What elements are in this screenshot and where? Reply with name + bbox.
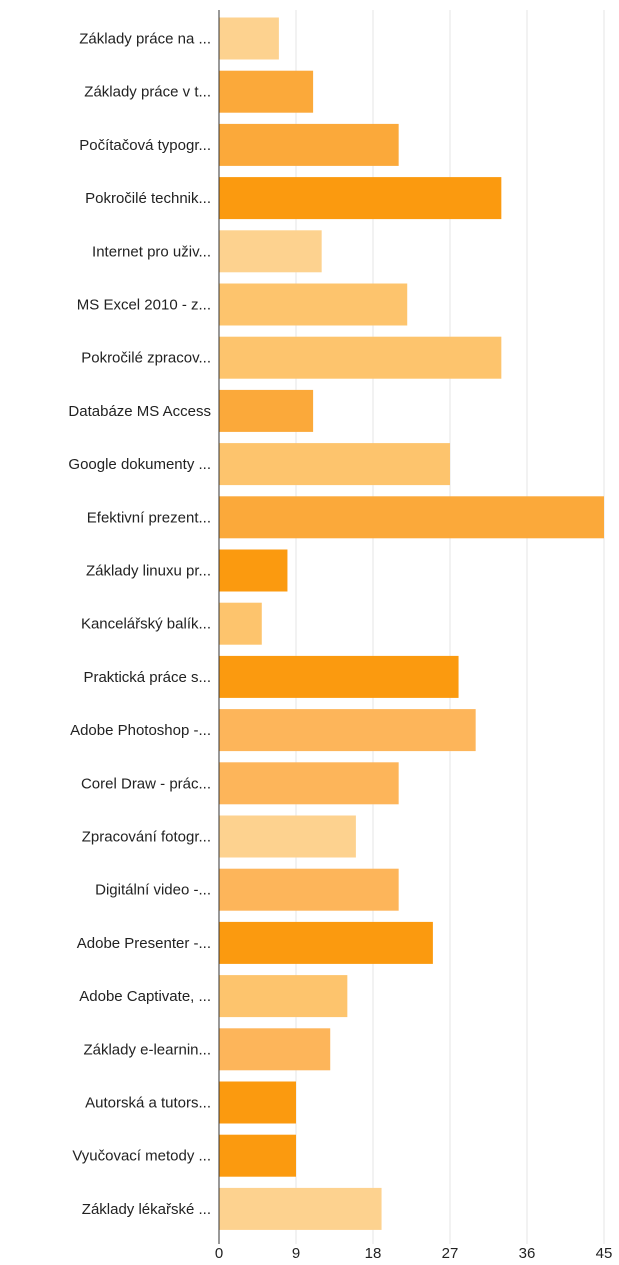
bar[interactable] bbox=[219, 443, 450, 486]
x-tick-label: 27 bbox=[442, 1245, 459, 1262]
category-label: Základy práce v t... bbox=[84, 84, 211, 101]
category-label: Pokročilé zpracov... bbox=[81, 350, 211, 367]
bar[interactable] bbox=[219, 1028, 331, 1071]
category-label: Corel Draw - prác... bbox=[81, 775, 211, 792]
bar[interactable] bbox=[219, 762, 399, 805]
category-label: Databáze MS Access bbox=[68, 403, 211, 420]
x-tick-layer: 0 9 18 27 36 45 bbox=[215, 1245, 613, 1262]
category-label: Zpracování fotogr... bbox=[82, 829, 211, 846]
category-label: Adobe Photoshop -... bbox=[70, 722, 211, 739]
bar[interactable] bbox=[219, 177, 502, 220]
category-label: Kancelářský balík... bbox=[81, 616, 211, 633]
x-tick-label: 45 bbox=[596, 1245, 613, 1262]
category-label: Google dokumenty ... bbox=[68, 456, 211, 473]
bar[interactable] bbox=[219, 70, 314, 113]
x-tick-label: 9 bbox=[292, 1245, 300, 1262]
bar[interactable] bbox=[219, 655, 459, 698]
bar[interactable] bbox=[219, 230, 322, 273]
bar[interactable] bbox=[219, 1187, 382, 1230]
bar[interactable] bbox=[219, 815, 356, 858]
category-label: Adobe Presenter -... bbox=[77, 935, 211, 952]
bar-layer bbox=[219, 17, 604, 1230]
bar[interactable] bbox=[219, 123, 399, 166]
category-label-layer: Základy práce na ... Základy práce v t...… bbox=[68, 31, 211, 1218]
bar[interactable] bbox=[219, 336, 502, 379]
bar[interactable] bbox=[219, 549, 288, 592]
category-label: Digitální video -... bbox=[95, 882, 211, 899]
bar[interactable] bbox=[219, 283, 408, 326]
x-tick-label: 0 bbox=[215, 1245, 223, 1262]
bar[interactable] bbox=[219, 921, 433, 964]
category-label: MS Excel 2010 - z... bbox=[77, 297, 211, 314]
category-label: Internet pro uživ... bbox=[92, 243, 211, 260]
category-label: Adobe Captivate, ... bbox=[79, 988, 211, 1005]
category-label: Základy linuxu pr... bbox=[86, 563, 211, 580]
bar[interactable] bbox=[219, 1081, 296, 1124]
x-tick-label: 36 bbox=[519, 1245, 536, 1262]
bar[interactable] bbox=[219, 17, 279, 60]
category-label: Počítačová typogr... bbox=[79, 137, 211, 154]
bar[interactable] bbox=[219, 868, 399, 911]
bar[interactable] bbox=[219, 1134, 296, 1177]
bar[interactable] bbox=[219, 709, 476, 752]
category-label: Pokročilé technik... bbox=[85, 190, 211, 207]
category-label: Autorská a tutors... bbox=[85, 1095, 211, 1112]
category-label: Praktická práce s... bbox=[83, 669, 211, 686]
category-label: Efektivní prezent... bbox=[87, 509, 211, 526]
category-label: Základy e-learnin... bbox=[83, 1041, 211, 1058]
bar[interactable] bbox=[219, 389, 314, 432]
x-tick-label: 18 bbox=[365, 1245, 382, 1262]
category-label: Základy práce na ... bbox=[79, 31, 211, 48]
category-label: Vyučovací metody ... bbox=[72, 1148, 211, 1165]
bar[interactable] bbox=[219, 496, 604, 539]
bar[interactable] bbox=[219, 602, 262, 645]
bar[interactable] bbox=[219, 975, 348, 1018]
category-label: Základy lékařské ... bbox=[82, 1201, 211, 1218]
